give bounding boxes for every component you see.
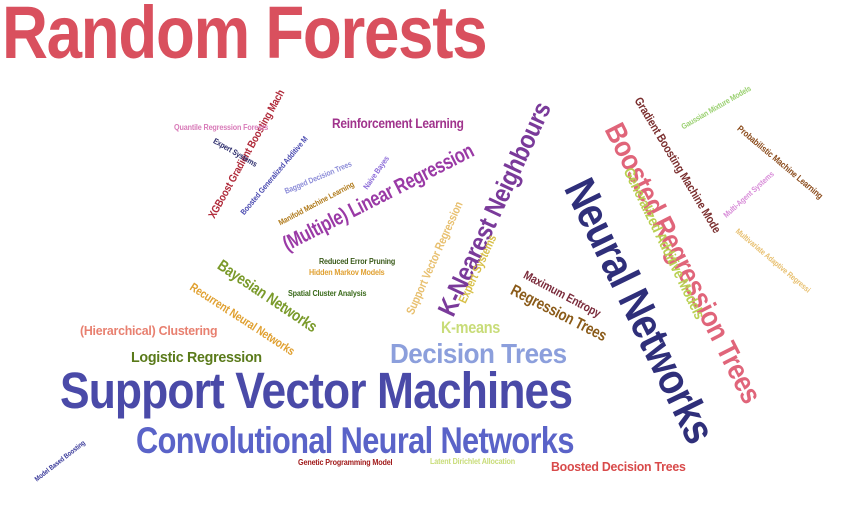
word-latent-dirichlet-allocation: Latent Dirichlet Allocation bbox=[430, 457, 516, 466]
word-hierarchical-clustering: (Hierarchical) Clustering bbox=[80, 323, 218, 338]
word-logistic-regression: Logistic Regression bbox=[131, 349, 262, 366]
word-boosted-decision-trees: Boosted Decision Trees bbox=[551, 459, 686, 474]
word-quantile-regression-forests: Quantile Regression Forests bbox=[174, 123, 269, 132]
word-reduced-error-pruning: Reduced Error Pruning bbox=[319, 257, 396, 266]
word-multivariate-adaptive-regression: Multivariate Adaptive Regressi bbox=[733, 226, 813, 295]
word-convolutional-neural-networks: Convolutional Neural Networks bbox=[136, 420, 574, 461]
word-decision-trees: Decision Trees bbox=[390, 338, 567, 369]
word-support-vector-machines: Support Vector Machines bbox=[60, 362, 573, 419]
word-genetic-programming-model: Genetic Programming Model bbox=[298, 458, 393, 467]
word-multi-agent-systems: Multi-Agent Systems bbox=[721, 169, 776, 220]
word-model-based-boosting: Model Based Boosting bbox=[33, 439, 87, 484]
word-spatial-cluster-analysis: Spatial Cluster Analysis bbox=[288, 289, 367, 298]
word-recurrent-neural-networks: Recurrent Neural Networks bbox=[187, 279, 298, 359]
word-reinforcement-learning: Reinforcement Learning bbox=[332, 115, 464, 131]
word-k-means: K-means bbox=[441, 318, 501, 337]
word-random-forests: Random Forests bbox=[2, 0, 488, 74]
word-hidden-markov-models: Hidden Markov Models bbox=[309, 268, 385, 277]
